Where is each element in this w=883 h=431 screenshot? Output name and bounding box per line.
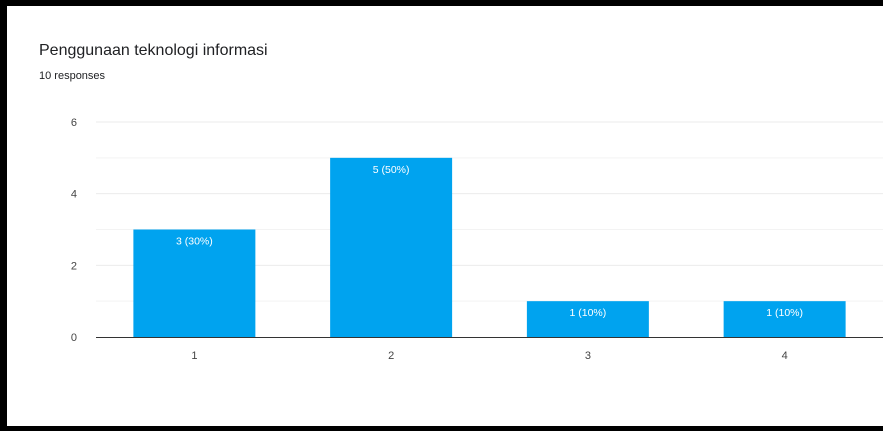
bar-data-label: 1 (10%): [766, 307, 803, 319]
x-tick-label: 3: [585, 350, 591, 362]
y-tick-label: 0: [71, 332, 77, 344]
chart-card: Penggunaan teknologi informasi 10 respon…: [7, 6, 883, 426]
y-tick-label: 4: [71, 189, 77, 201]
response-count: 10 responses: [39, 70, 106, 82]
x-tick-label: 1: [191, 350, 197, 362]
bar-data-label: 3 (30%): [176, 236, 213, 248]
bar: [133, 229, 256, 337]
x-tick-label: 4: [782, 350, 788, 362]
bar-data-label: 5 (50%): [373, 164, 410, 176]
bar-data-label: 1 (10%): [569, 307, 606, 319]
y-tick-label: 2: [71, 260, 77, 272]
bar: [330, 157, 453, 337]
x-tick-label: 2: [388, 350, 394, 362]
y-tick-label: 6: [71, 117, 77, 129]
chart-title: Penggunaan teknologi informasi: [39, 42, 268, 59]
bar: [723, 301, 846, 337]
bar: [526, 301, 649, 337]
bar-chart: 0 2 4 6 3 (30%) 1 5 (50%) 2 1 (10%) 3 1 (10%) 4: [71, 117, 883, 362]
